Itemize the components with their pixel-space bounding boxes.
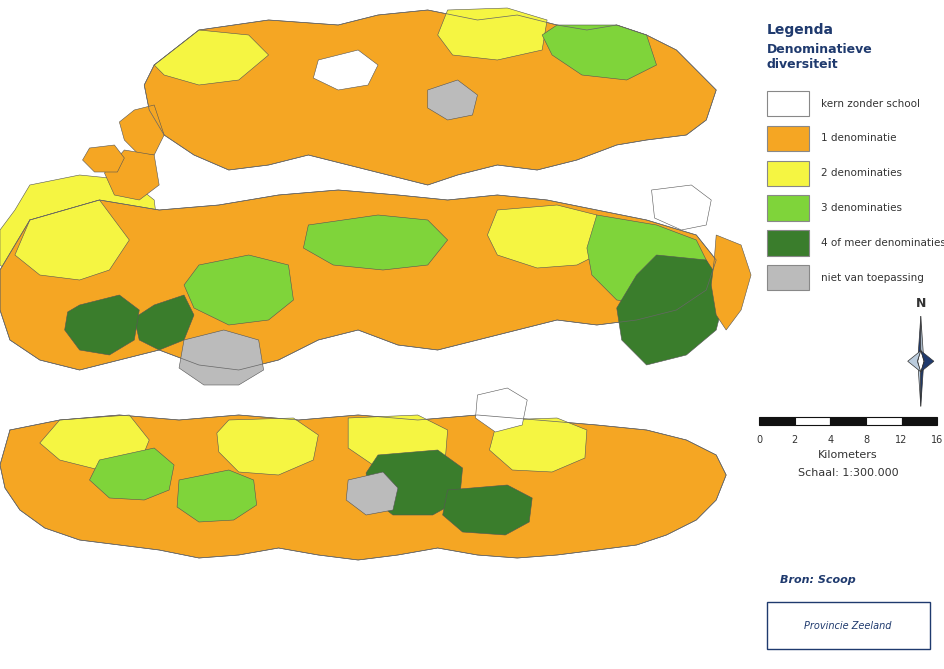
Text: 2 denominaties: 2 denominaties xyxy=(820,169,902,178)
Polygon shape xyxy=(917,316,919,361)
FancyBboxPatch shape xyxy=(766,602,929,649)
Text: 3 denominaties: 3 denominaties xyxy=(820,203,902,213)
Polygon shape xyxy=(586,215,711,305)
Polygon shape xyxy=(90,448,174,500)
Polygon shape xyxy=(40,415,149,470)
Text: 4: 4 xyxy=(826,435,833,445)
Bar xyxy=(758,417,794,425)
Text: 0: 0 xyxy=(755,435,761,445)
Polygon shape xyxy=(177,470,257,522)
Text: 4 of meer denominaties: 4 of meer denominaties xyxy=(820,238,944,248)
Text: niet van toepassing: niet van toepassing xyxy=(820,273,923,282)
Polygon shape xyxy=(0,175,159,290)
Polygon shape xyxy=(919,361,923,406)
Polygon shape xyxy=(442,485,531,535)
Text: Kilometers: Kilometers xyxy=(818,450,877,460)
Polygon shape xyxy=(105,150,159,200)
FancyBboxPatch shape xyxy=(766,91,808,116)
Polygon shape xyxy=(347,415,447,468)
Polygon shape xyxy=(178,330,263,385)
Polygon shape xyxy=(365,450,462,515)
Text: kern zonder school: kern zonder school xyxy=(820,99,919,108)
Polygon shape xyxy=(64,295,139,355)
Polygon shape xyxy=(346,472,397,515)
Polygon shape xyxy=(0,190,716,370)
Text: 16: 16 xyxy=(930,435,942,445)
Text: Schaal: 1:300.000: Schaal: 1:300.000 xyxy=(797,468,898,478)
Polygon shape xyxy=(313,50,378,90)
FancyBboxPatch shape xyxy=(766,265,808,290)
Polygon shape xyxy=(487,205,606,268)
Polygon shape xyxy=(428,80,477,120)
Polygon shape xyxy=(184,255,294,325)
FancyBboxPatch shape xyxy=(766,126,808,151)
Bar xyxy=(865,417,901,425)
Text: 8: 8 xyxy=(862,435,868,445)
FancyBboxPatch shape xyxy=(766,195,808,221)
Polygon shape xyxy=(542,25,656,80)
Polygon shape xyxy=(303,215,447,270)
Polygon shape xyxy=(144,10,716,185)
Text: 2: 2 xyxy=(791,435,797,445)
Polygon shape xyxy=(154,30,268,85)
Polygon shape xyxy=(15,200,129,280)
Polygon shape xyxy=(917,361,919,406)
FancyBboxPatch shape xyxy=(766,230,808,256)
Text: 1 denominatie: 1 denominatie xyxy=(820,134,896,143)
Text: 12: 12 xyxy=(895,435,907,445)
Polygon shape xyxy=(907,351,919,372)
Text: Denominatieve
diversiteit: Denominatieve diversiteit xyxy=(766,43,871,72)
Polygon shape xyxy=(919,351,933,372)
Polygon shape xyxy=(82,145,125,172)
Polygon shape xyxy=(919,316,923,361)
Polygon shape xyxy=(216,418,318,475)
Text: N: N xyxy=(915,297,925,310)
Bar xyxy=(901,417,936,425)
Polygon shape xyxy=(616,255,725,365)
Polygon shape xyxy=(711,235,750,330)
Text: Bron: Scoop: Bron: Scoop xyxy=(780,575,855,585)
Polygon shape xyxy=(437,8,547,60)
Bar xyxy=(830,417,865,425)
Bar xyxy=(794,417,830,425)
Polygon shape xyxy=(650,185,711,230)
Polygon shape xyxy=(475,388,527,432)
Polygon shape xyxy=(119,105,164,155)
Polygon shape xyxy=(0,415,725,560)
Text: Legenda: Legenda xyxy=(766,23,833,37)
Polygon shape xyxy=(134,295,194,350)
Text: Provincie Zeeland: Provincie Zeeland xyxy=(803,621,891,630)
Polygon shape xyxy=(489,418,586,472)
FancyBboxPatch shape xyxy=(766,161,808,186)
